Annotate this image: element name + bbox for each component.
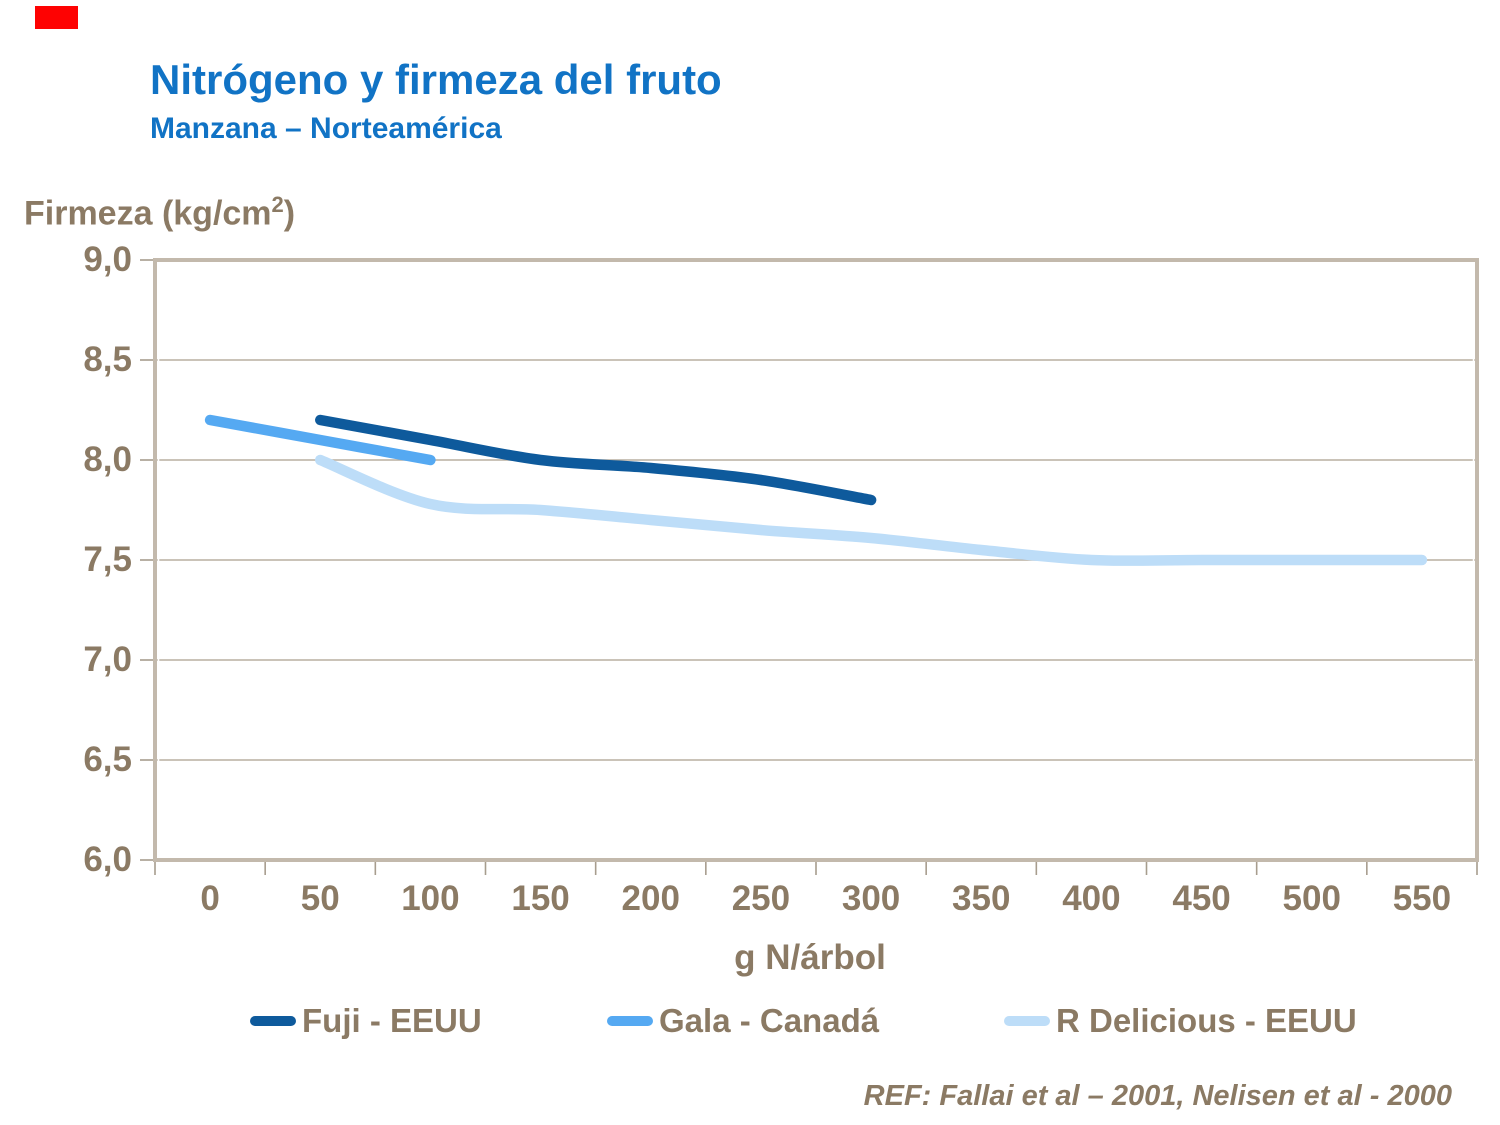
x-tick-label: 500 xyxy=(1282,879,1341,918)
x-tick-label: 50 xyxy=(300,879,340,918)
y-tick-label: 8,0 xyxy=(83,440,132,479)
y-axis-title-close: ) xyxy=(283,194,296,233)
x-tick-label: 150 xyxy=(511,879,570,918)
y-axis-title-text: Firmeza (kg/cm xyxy=(24,194,272,233)
slide-title: Nitrógeno y firmeza del fruto xyxy=(150,56,722,103)
legend-swatch-r-delicious-eeuu xyxy=(1004,1016,1050,1026)
plot-border xyxy=(153,258,1479,862)
x-tick-label: 300 xyxy=(841,879,901,918)
legend-item-r-delicious-eeuu: R Delicious - EEUU xyxy=(1004,1000,1357,1042)
slide-subtitle: Manzana – Norteamérica xyxy=(150,112,502,145)
x-tick-label: 100 xyxy=(401,879,460,918)
y-axis-title: Firmeza (kg/cm2) xyxy=(24,192,295,233)
legend-swatch-fuji-eeuu xyxy=(250,1016,296,1026)
x-tick-label: 400 xyxy=(1062,879,1121,918)
x-tick-label: 450 xyxy=(1172,879,1231,918)
legend-item-fuji-eeuu: Fuji - EEUU xyxy=(250,1000,482,1042)
legend-label-gala-canad-: Gala - Canadá xyxy=(659,1002,880,1039)
reference-note: REF: Fallai et al – 2001, Nelisen et al … xyxy=(863,1080,1452,1112)
y-tick-label: 7,5 xyxy=(83,540,132,579)
x-tick-label: 200 xyxy=(621,879,680,918)
y-tick-label: 6,5 xyxy=(83,740,132,779)
y-tick-label: 7,0 xyxy=(83,640,132,679)
legend-item-gala-canad-: Gala - Canadá xyxy=(607,1000,879,1042)
x-tick-label: 550 xyxy=(1392,879,1452,918)
x-axis-title: g N/árbol xyxy=(734,938,886,977)
legend-label-fuji-eeuu: Fuji - EEUU xyxy=(302,1002,482,1039)
y-tick-label: 8,5 xyxy=(83,340,132,379)
series-line-r-delicious-eeuu xyxy=(315,454,1428,566)
legend-swatch-gala-canad- xyxy=(607,1016,653,1026)
x-tick-label: 250 xyxy=(731,879,791,918)
series-line-fuji-eeuu xyxy=(315,414,877,506)
legend-label-r-delicious-eeuu: R Delicious - EEUU xyxy=(1056,1002,1357,1039)
y-tick-label: 6,0 xyxy=(83,840,132,879)
x-tick-label: 350 xyxy=(952,879,1011,918)
red-marker xyxy=(35,6,78,29)
series-line-gala-canad- xyxy=(204,414,436,466)
plot-border-inner xyxy=(157,262,1475,858)
x-tick-label: 0 xyxy=(200,879,220,918)
y-tick-label: 9,0 xyxy=(83,240,132,279)
y-axis-title-sup: 2 xyxy=(271,192,284,217)
